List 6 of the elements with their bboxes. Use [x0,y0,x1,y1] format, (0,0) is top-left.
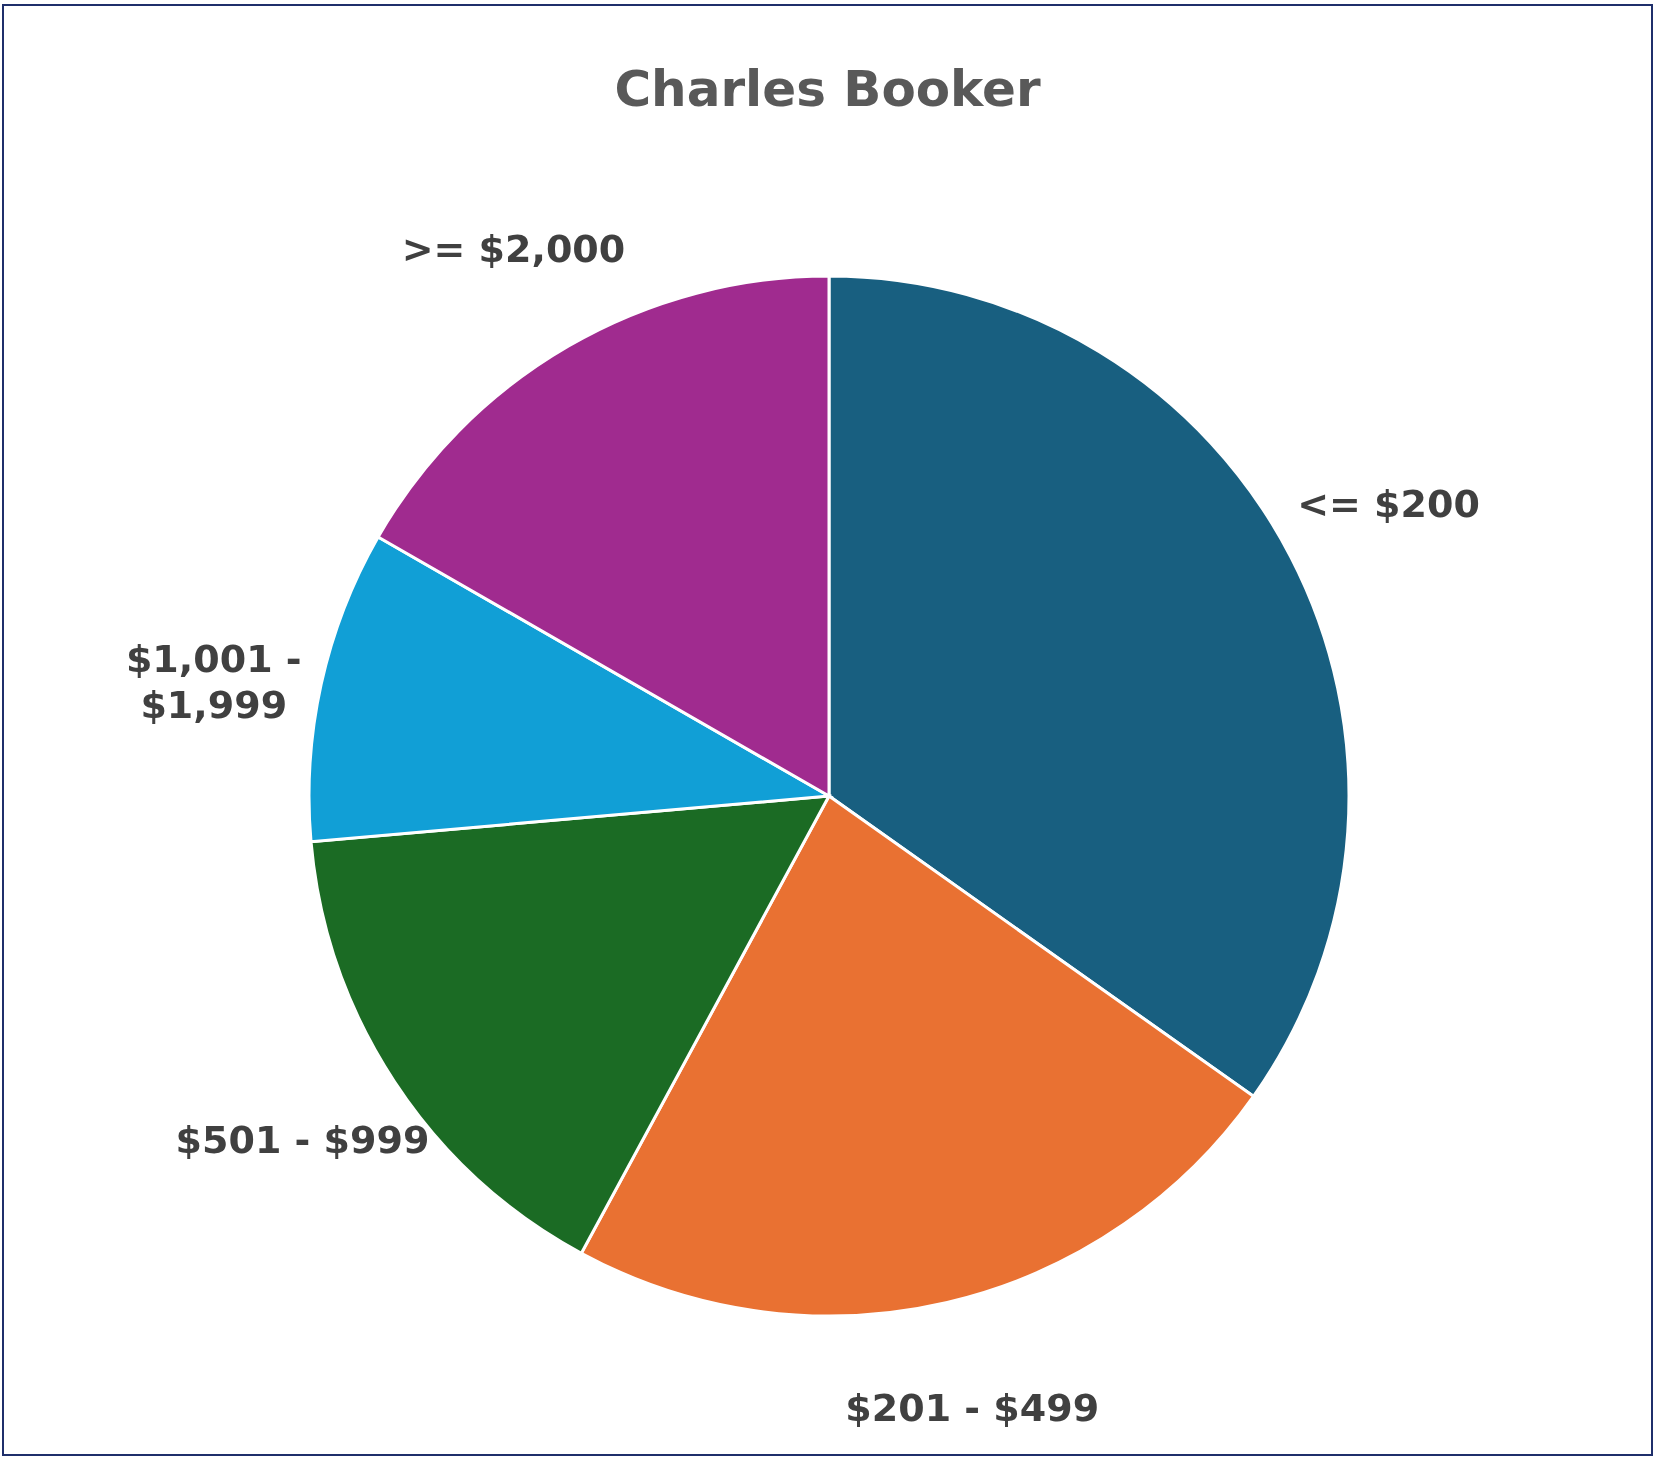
chart-title: Charles Booker [614,60,1041,118]
slice-label: $201 - $499 [845,1385,1100,1430]
slice-label: >= $2,000 [401,226,626,271]
slice-label: <= $200 [1297,482,1480,527]
slice-label: $501 - $999 [175,1117,430,1162]
slice-label: $1,001 - $1,999 [125,636,302,727]
